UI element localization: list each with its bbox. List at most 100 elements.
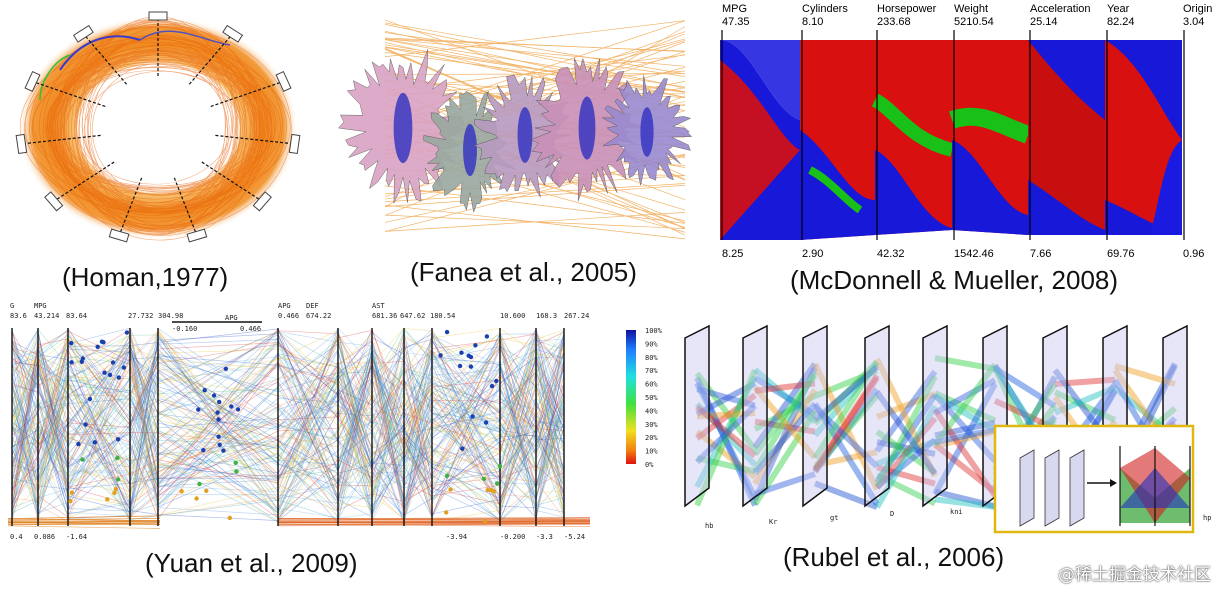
yuan-point — [460, 446, 465, 451]
rubel-band — [752, 370, 818, 473]
rubel-band — [1114, 363, 1176, 387]
rubel-band — [874, 357, 938, 478]
fanea-star-core — [463, 123, 477, 177]
rubel-band — [874, 393, 938, 484]
yuan-point — [116, 375, 122, 380]
yuan-bottom-label: -5.24 — [564, 533, 585, 541]
fanea-star-core — [393, 92, 413, 164]
mcd-axis-max: 25.14 — [1030, 16, 1058, 28]
yuan-top-label: 83.64 — [66, 312, 87, 320]
homan-curve — [56, 56, 258, 200]
yuan-polyline — [277, 518, 591, 522]
homan-axis — [210, 80, 284, 107]
rubel-band — [875, 437, 937, 490]
mcd-axis-name: Year — [1107, 3, 1130, 15]
rubel-band — [753, 367, 817, 425]
yuan-point — [483, 519, 488, 524]
mcd-axis-name: Acceleration — [1030, 3, 1091, 15]
yuan-point — [234, 469, 239, 474]
yuan-point — [197, 481, 202, 487]
yuan-point — [216, 434, 221, 439]
homan-axis — [21, 134, 101, 145]
rubel-band — [932, 362, 998, 447]
rubel-band — [876, 464, 936, 487]
rubel-band — [694, 371, 758, 452]
rubel-band — [754, 471, 816, 497]
yuan-bottom-label: -3.94 — [446, 533, 467, 541]
yuan-top-label: 43.214 — [34, 312, 59, 320]
yuan-point — [483, 420, 489, 425]
rubel-scale-label: 80% — [645, 354, 658, 362]
homan-curve — [71, 21, 247, 233]
rubel-axis-label: hp — [1203, 514, 1211, 522]
rubel-band — [812, 393, 880, 471]
homan-axis-box — [186, 228, 208, 243]
yuan-polyline — [277, 522, 591, 525]
yuan-top-label: DEF — [306, 302, 319, 310]
rubel-band — [874, 416, 938, 490]
rubel-band — [814, 449, 878, 469]
rubel-band — [752, 401, 818, 476]
rubel-axis-label: kni — [950, 508, 963, 516]
yuan-top-label: AST — [372, 302, 385, 310]
yuan-point — [494, 481, 500, 486]
homan-axis-box — [108, 228, 130, 243]
yuan-point — [485, 487, 490, 493]
yuan-point — [79, 359, 85, 364]
homan-curve — [19, 42, 287, 213]
yuan-point — [107, 372, 113, 378]
yuan-point — [115, 477, 121, 482]
rubel-band — [813, 364, 879, 423]
rubel-band — [875, 429, 937, 476]
homan-figure — [0, 0, 320, 260]
rubel-scale-label: 30% — [645, 421, 658, 429]
rubel-band — [932, 382, 998, 496]
rubel-axis-label: Kr — [769, 518, 777, 526]
homan-axis-box — [15, 133, 28, 154]
yuan-point — [110, 360, 116, 365]
yuan-point — [115, 437, 121, 442]
rubel-band — [752, 385, 818, 460]
yuan-polyline — [7, 515, 161, 519]
rubel-axis-label: hb — [705, 522, 713, 530]
mcd-axis-name: Cylinders — [802, 3, 848, 15]
rubel-band — [934, 496, 996, 510]
yuan-point — [484, 334, 490, 339]
yuan-point — [473, 343, 478, 348]
yuan-point — [95, 344, 100, 349]
fanea-link — [384, 22, 686, 75]
homan-curve — [62, 54, 252, 195]
rubel-band — [812, 359, 880, 426]
yuan-point — [102, 370, 107, 375]
rubel-band — [694, 403, 758, 465]
mcd-axis-max: 8.10 — [802, 16, 823, 28]
yuan-bottom-label: -3.3 — [536, 533, 553, 541]
yuan-point — [235, 407, 241, 412]
yuan-top-label: G — [10, 302, 14, 310]
yuan-point — [470, 414, 475, 419]
mcd-axis-name: Weight — [954, 3, 988, 15]
rubel-inset-plane — [1044, 449, 1060, 527]
rubel-band — [812, 402, 880, 506]
mcdonnell-figure: MPG 47.35 8.25 Cylinders 8.10 2.90 Horsepower 2… — [720, 0, 1229, 262]
rubel-band — [874, 369, 938, 453]
rubel-band — [875, 391, 937, 420]
rubel-band — [933, 377, 997, 416]
homan-curve — [92, 63, 229, 196]
fanea-star-core — [578, 96, 596, 160]
mcd-axis-max: 82.24 — [1107, 16, 1135, 28]
yuan-scatter-axis-name: APG — [225, 314, 238, 322]
rubel-band — [993, 365, 1057, 409]
fanea-star-core — [640, 107, 654, 157]
homan-axis-box — [222, 24, 244, 43]
rubel-band — [1053, 384, 1117, 416]
yuan-bottom-label: -0.200 — [500, 533, 525, 541]
rubel-band — [934, 428, 996, 450]
rubel-band — [696, 410, 756, 420]
yuan-point — [69, 341, 74, 346]
rubel-band — [932, 392, 998, 464]
rubel-band — [874, 374, 938, 488]
rubel-band — [933, 393, 997, 433]
yuan-point — [202, 388, 207, 393]
yuan-top-label: 168.3 — [536, 312, 557, 320]
